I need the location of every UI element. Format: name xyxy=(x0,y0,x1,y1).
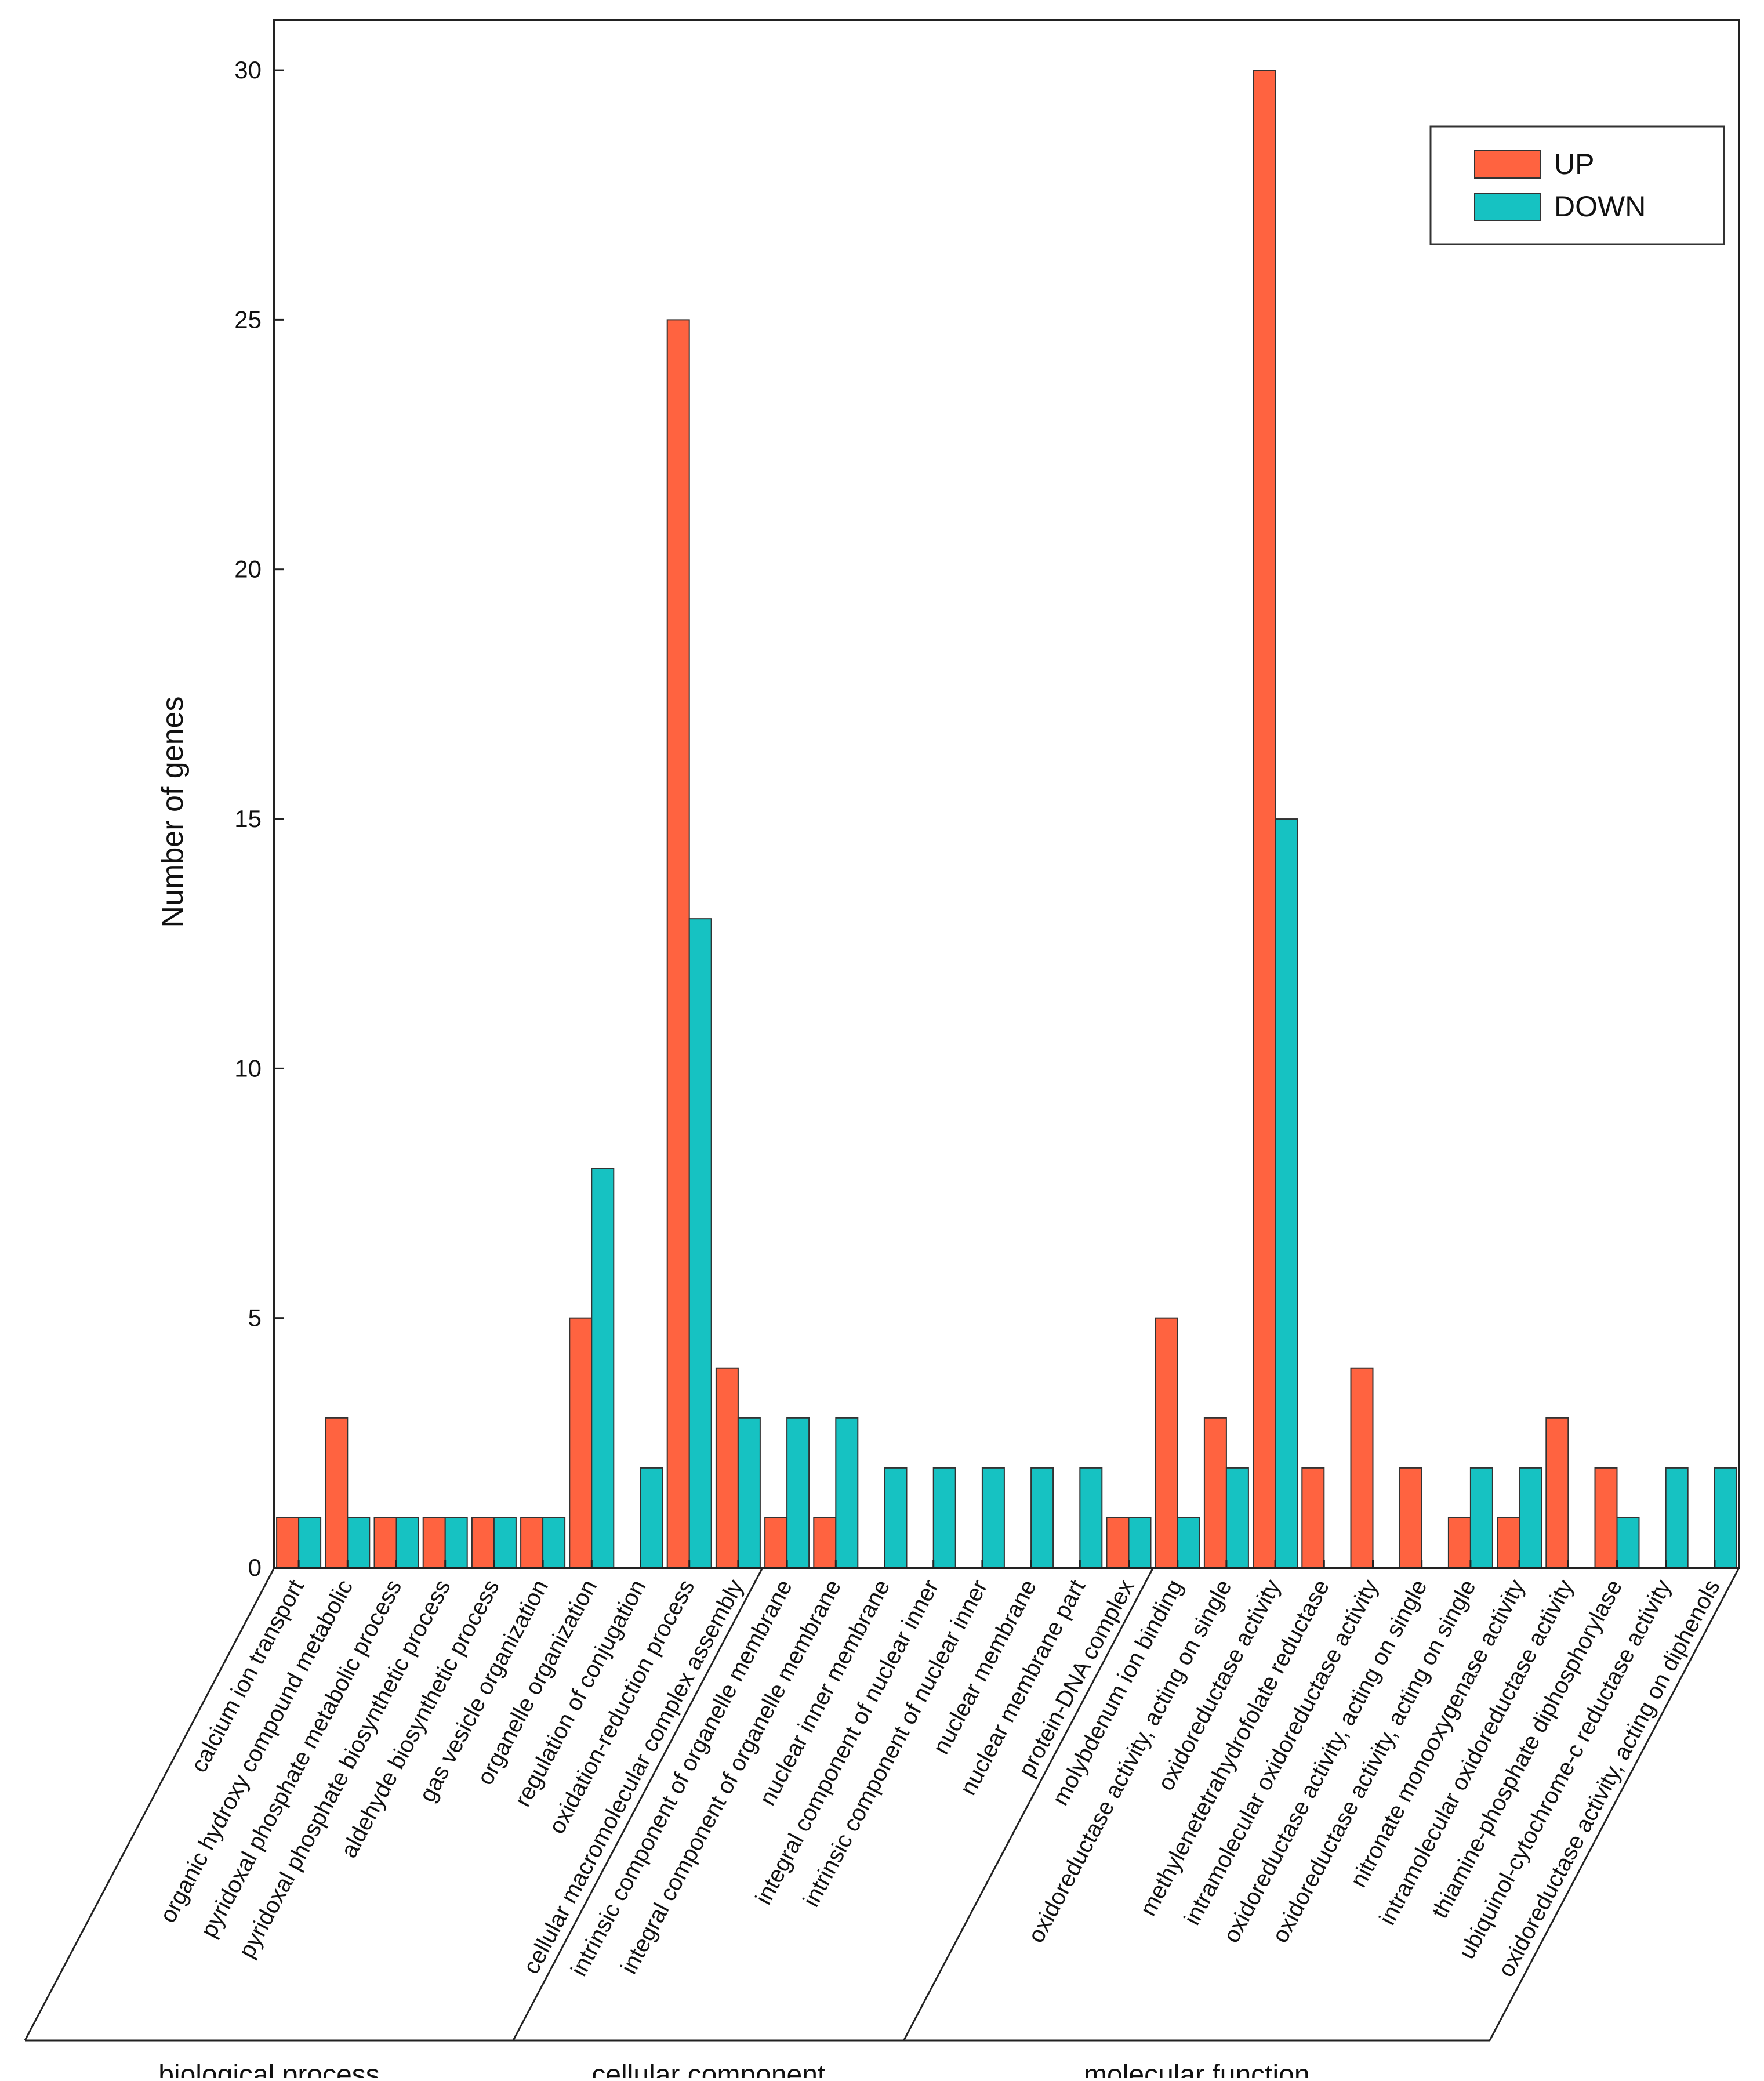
legend-label-up: UP xyxy=(1554,148,1594,180)
bar-up-23 xyxy=(1399,1467,1422,1568)
bar-up-19 xyxy=(1203,1417,1227,1568)
y-tick-label-6: 30 xyxy=(234,56,262,84)
bar-up-6 xyxy=(569,1317,593,1569)
bar-down-20 xyxy=(1275,818,1298,1568)
bar-up-26 xyxy=(1545,1417,1569,1568)
bar-up-3 xyxy=(422,1517,446,1569)
bar-up-2 xyxy=(373,1517,397,1569)
bar-down-14 xyxy=(981,1467,1005,1568)
bar-up-22 xyxy=(1350,1367,1374,1568)
bar-down-3 xyxy=(444,1517,468,1569)
plot-frame xyxy=(273,19,1740,1569)
bar-down-17 xyxy=(1128,1517,1152,1569)
bar-up-0 xyxy=(276,1517,300,1569)
bar-down-6 xyxy=(591,1168,615,1568)
bar-down-28 xyxy=(1665,1467,1689,1568)
bar-down-12 xyxy=(884,1467,908,1568)
group-label-2: molecular function xyxy=(1084,2060,1310,2078)
bar-down-11 xyxy=(835,1417,859,1568)
bar-down-27 xyxy=(1616,1517,1640,1569)
legend-swatch-down xyxy=(1474,193,1541,221)
bar-up-5 xyxy=(520,1517,544,1569)
bar-down-15 xyxy=(1030,1467,1054,1568)
y-tick-label-4: 20 xyxy=(234,556,262,583)
bar-up-21 xyxy=(1301,1467,1325,1568)
y-tick-label-0: 0 xyxy=(248,1554,262,1581)
legend-swatch-up xyxy=(1474,150,1541,179)
legend-label-down: DOWN xyxy=(1554,190,1646,223)
bar-down-10 xyxy=(786,1417,810,1568)
bar-down-4 xyxy=(493,1517,517,1569)
group-label-1: cellular component xyxy=(591,2060,825,2078)
bar-up-18 xyxy=(1155,1317,1178,1569)
bar-down-29 xyxy=(1714,1467,1737,1568)
bar-up-8 xyxy=(666,319,690,1568)
legend: UP DOWN xyxy=(1429,125,1725,245)
y-tick-label-3: 15 xyxy=(234,805,262,832)
bar-up-4 xyxy=(471,1517,495,1569)
group-divider-1 xyxy=(512,1567,764,2041)
x-category-label-1: organic hydroxy compound metabolic xyxy=(155,1576,358,1927)
bar-up-20 xyxy=(1253,70,1276,1569)
y-tick-label-5: 25 xyxy=(234,306,262,333)
bar-down-13 xyxy=(932,1467,956,1568)
group-label-0: biological process xyxy=(158,2060,380,2078)
bar-up-1 xyxy=(325,1417,349,1568)
bar-up-10 xyxy=(764,1517,788,1569)
bar-down-25 xyxy=(1519,1467,1542,1568)
bar-down-0 xyxy=(298,1517,322,1569)
x-category-label-2: pyridoxal phosphate metabolic process xyxy=(196,1576,406,1942)
group-divider-0 xyxy=(24,1567,275,2041)
bar-down-1 xyxy=(347,1517,371,1569)
bar-down-7 xyxy=(640,1467,663,1568)
bar-down-16 xyxy=(1079,1467,1103,1568)
y-tick-label-1: 5 xyxy=(248,1304,262,1332)
bar-down-8 xyxy=(688,918,712,1568)
bar-down-5 xyxy=(542,1517,566,1569)
bar-up-11 xyxy=(813,1517,837,1569)
y-tick-label-2: 10 xyxy=(234,1054,262,1082)
legend-box xyxy=(1429,125,1725,245)
bar-down-2 xyxy=(395,1517,419,1569)
bar-up-17 xyxy=(1106,1517,1130,1569)
bar-up-9 xyxy=(715,1367,739,1568)
bar-up-25 xyxy=(1497,1517,1520,1569)
bar-up-27 xyxy=(1594,1467,1618,1568)
bar-down-19 xyxy=(1225,1467,1249,1568)
y-axis: 0 5 10 15 20 25 30 xyxy=(234,56,284,1581)
bar-down-18 xyxy=(1177,1517,1200,1569)
group-divider-2 xyxy=(903,1567,1154,2041)
bar-up-24 xyxy=(1447,1517,1471,1569)
bars-layer xyxy=(276,70,1737,1569)
y-axis-label: Number of genes xyxy=(156,697,190,928)
group-divider-3 xyxy=(1489,1567,1740,2041)
bar-down-9 xyxy=(737,1417,761,1568)
bar-down-24 xyxy=(1469,1467,1493,1568)
